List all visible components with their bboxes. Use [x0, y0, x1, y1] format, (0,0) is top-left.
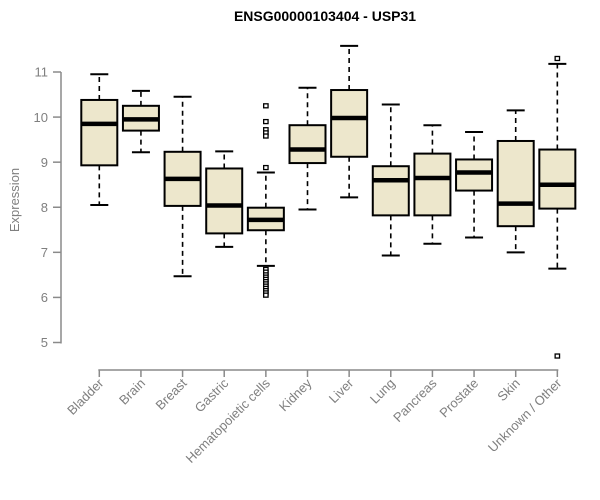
outlier-point [263, 164, 269, 171]
iqr-box [330, 89, 369, 158]
x-tick-label: Pancreas [390, 375, 440, 425]
y-tick-label: 9 [41, 155, 48, 170]
x-tick-label: Kidney [276, 375, 315, 414]
iqr-box [371, 165, 410, 217]
x-tick-label: Breast [153, 375, 190, 412]
y-tick-label: 7 [41, 245, 48, 260]
x-tick-label: Liver [326, 375, 357, 406]
iqr-box [538, 148, 577, 210]
x-tick-label: Unknown / Other [485, 375, 565, 455]
y-tick-label: 8 [41, 200, 48, 215]
iqr-box [80, 98, 119, 167]
outlier-point [263, 103, 269, 109]
outlier-point [263, 292, 269, 298]
chart-title: ENSG00000103404 - USP31 [233, 8, 417, 24]
x-tick-label: Prostate [436, 376, 481, 421]
iqr-box [455, 158, 494, 192]
y-tick-label: 6 [41, 290, 48, 305]
iqr-box [288, 124, 327, 165]
outlier-point [554, 353, 561, 359]
y-tick-label: 11 [35, 65, 49, 80]
iqr-box [205, 167, 244, 235]
outlier-point [263, 133, 269, 139]
iqr-box [413, 152, 452, 217]
x-tick-label: Lung [367, 376, 398, 407]
iqr-box [496, 139, 535, 228]
x-tick-label: Skin [494, 376, 522, 404]
x-tick-label: Brain [116, 376, 148, 408]
y-tick-label: 5 [41, 335, 48, 350]
y-tick-label: 10 [34, 110, 48, 125]
outlier-point [554, 55, 561, 62]
x-tick-label: Gastric [192, 375, 232, 415]
outlier-point [263, 118, 269, 125]
x-tick-label: Bladder [64, 375, 107, 418]
